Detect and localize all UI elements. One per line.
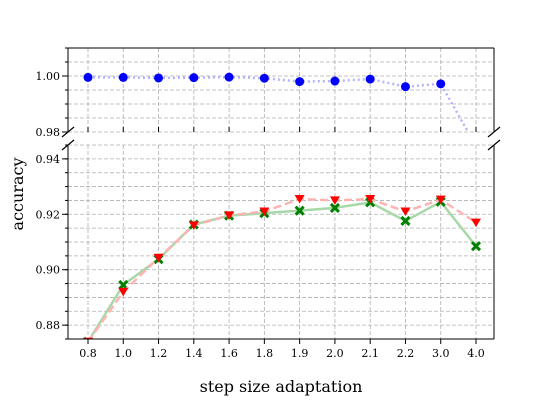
x-tick-label: 0.8 [79, 347, 97, 360]
upper-series-0-point [118, 72, 128, 82]
lower-panel-series [82, 195, 482, 339]
upper-series-0-point [330, 76, 340, 86]
upper-series-0-point [83, 72, 93, 82]
x-tick-label: 2.0 [326, 347, 344, 360]
x-tick-label: 1.0 [115, 347, 133, 360]
axis-break-marks [61, 126, 501, 151]
break-mark [487, 126, 501, 138]
lower-y-tick-label: 0.94 [36, 153, 61, 166]
upper-series-0-point [189, 73, 199, 83]
lower-series-1-point [118, 287, 129, 297]
upper-series-0-point [259, 73, 269, 83]
lower-series-1-point [259, 207, 270, 217]
upper-series-0-point [154, 73, 164, 83]
lower-series-0-point [470, 241, 482, 252]
break-mark [61, 139, 75, 151]
x-tick-label: 1.4 [185, 347, 203, 360]
x-tick-label: 1.8 [256, 347, 274, 360]
upper-series-0-point [436, 79, 446, 89]
lower-series-1-point [153, 253, 164, 263]
upper-series-0-line [88, 75, 470, 132]
lower-series-1-point [400, 207, 411, 217]
y-axis-title: accuracy [8, 158, 27, 231]
lower-series-0-point [400, 215, 411, 226]
lower-panel-grid [68, 144, 494, 340]
x-tick-label: 1.2 [150, 347, 168, 360]
upper-panel-grid [68, 47, 494, 133]
upper-panel-y-ticks: 0.98 1.00 [36, 47, 68, 139]
lower-y-tick-label: 0.92 [36, 208, 61, 221]
x-tick-label: 2.1 [361, 347, 379, 360]
lower-series-0-line [88, 200, 477, 339]
x-tick-label: 4.0 [467, 347, 485, 360]
lower-series-1-point [188, 221, 199, 230]
upper-panel-series [83, 72, 470, 132]
lower-panel-y-ticks: 0.88 0.90 0.92 0.94 [36, 144, 68, 340]
upper-series-0-point [224, 72, 234, 82]
upper-series-0-point [400, 82, 410, 92]
lower-series-1-point [471, 218, 481, 228]
lower-series-1-point [329, 196, 340, 205]
x-ticks: 0.8 1.0 1.2 1.4 1.6 1.8 1.9 2.0 2.1 2.2 3.0 4.0 [79, 127, 485, 360]
lower-series-0-point [329, 202, 340, 213]
lower-series-1-point [294, 195, 305, 204]
lower-series-1-point [435, 195, 446, 205]
x-tick-label: 3.0 [432, 347, 450, 360]
break-mark [487, 139, 501, 151]
upper-y-tick-label: 0.98 [36, 126, 61, 139]
lower-series-0-point [294, 205, 305, 216]
upper-series-0-point [365, 74, 375, 84]
lower-y-tick-label: 0.90 [36, 264, 61, 277]
upper-series-0-point [295, 77, 305, 87]
lower-series-1-point [365, 195, 376, 204]
lower-series-1-line [88, 197, 477, 339]
upper-y-tick-label: 1.00 [36, 70, 61, 83]
x-axis-title: step size adaptation [200, 377, 363, 396]
x-tick-label: 1.6 [220, 347, 238, 360]
lower-y-tick-label: 0.88 [36, 319, 61, 332]
x-tick-label: 1.9 [291, 347, 309, 360]
lower-series-1-point [224, 211, 235, 220]
x-tick-label: 2.2 [397, 347, 415, 360]
break-mark [61, 126, 75, 138]
